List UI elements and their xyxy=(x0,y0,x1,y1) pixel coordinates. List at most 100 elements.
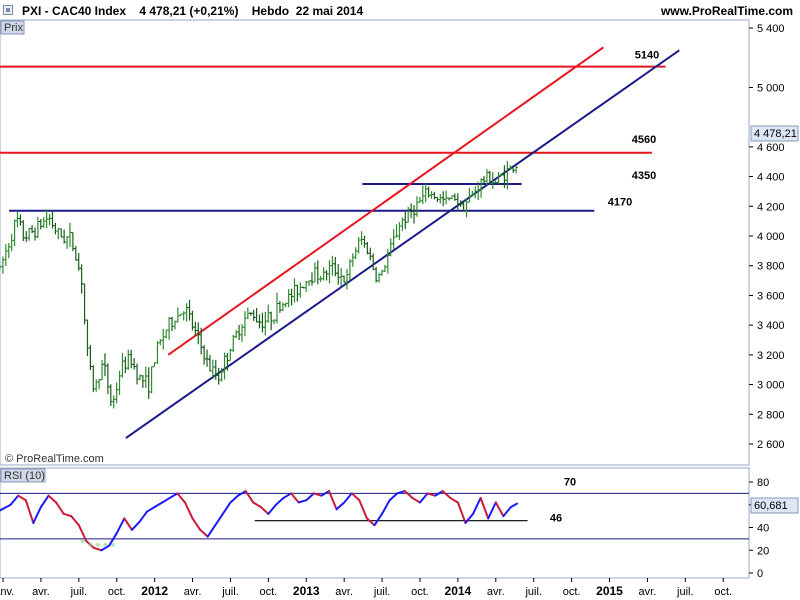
trend-line xyxy=(125,49,680,439)
x-tick-label: oct. xyxy=(259,586,277,598)
price-y-tick-label: 4 000 xyxy=(757,231,785,243)
ohlc-bar xyxy=(143,366,148,388)
rsi-segment xyxy=(70,515,80,527)
ohlc-bar xyxy=(414,196,419,217)
ohlc-bar xyxy=(73,245,78,261)
x-tick-label: juil. xyxy=(676,586,694,598)
ohlc-bar xyxy=(359,231,364,245)
ohlc-bar xyxy=(126,349,131,370)
rsi-segment xyxy=(39,494,50,509)
x-tick-label: juil. xyxy=(373,586,391,598)
rsi-segment xyxy=(418,492,429,504)
ohlc-bar xyxy=(9,233,14,252)
ohlc-bar xyxy=(114,382,119,404)
rsi-segment xyxy=(153,501,164,509)
ohlc-bar xyxy=(216,367,221,385)
rsi-segment xyxy=(396,490,406,495)
rsi-level-label: 46 xyxy=(550,513,562,525)
x-axis: janv. avr. juil. oct. 2012 avr. juil. oct. 2013 a… xyxy=(0,578,732,598)
ohlc-bar xyxy=(266,304,271,323)
ohlc-bar xyxy=(423,183,428,203)
price-y-tick-label: 4 400 xyxy=(757,172,785,184)
rsi-segment xyxy=(282,492,293,499)
ohlc-bar xyxy=(108,384,113,407)
level-label: 4560 xyxy=(632,134,656,146)
ohlc-bar xyxy=(289,288,294,306)
rsi-segment xyxy=(146,506,156,513)
price-y-tick-label: 4 600 xyxy=(757,142,785,154)
rsi-segment xyxy=(244,490,255,504)
ohlc-bar xyxy=(482,176,487,184)
ohlc-bar xyxy=(117,370,122,395)
ohlc-bar xyxy=(38,218,43,230)
price-y-tick-label: 4 200 xyxy=(757,201,785,213)
ohlc-bar xyxy=(67,222,72,247)
chart-title: PXI - CAC40 Index 4 478,21 (+0,21%) Hebd… xyxy=(22,4,364,18)
ohlc-bar xyxy=(292,278,297,303)
ohlc-bar xyxy=(111,395,116,409)
ohlc-bar xyxy=(120,352,125,378)
ohlc-bar xyxy=(339,267,344,287)
ohlc-bar xyxy=(344,269,349,290)
rsi-segment xyxy=(365,517,376,527)
x-tick-label: avr. xyxy=(639,586,657,598)
x-tick-label: oct. xyxy=(108,586,126,598)
rsi-y-tick-label: 0 xyxy=(757,568,763,580)
rsi-segment xyxy=(123,517,133,531)
ohlc-bar xyxy=(403,211,408,230)
price-y-tick-label: 5 000 xyxy=(757,82,785,94)
rsi-segment xyxy=(9,494,20,506)
ohlc-bar xyxy=(91,365,96,393)
rsi-level-label: 70 xyxy=(564,476,576,488)
rsi-segment xyxy=(32,506,42,524)
ohlc-bar xyxy=(312,262,317,283)
rsi-segment xyxy=(77,524,88,543)
rsi-lines xyxy=(0,490,749,552)
ohlc-bar xyxy=(94,379,99,392)
ohlc-bar xyxy=(149,366,154,394)
rsi-segment xyxy=(403,490,414,499)
ohlc-bar xyxy=(0,256,5,274)
ohlc-bar xyxy=(429,191,434,199)
rsi-y-tick-label: 40 xyxy=(757,523,769,535)
ohlc-bar xyxy=(368,247,373,261)
rsi-segment xyxy=(199,528,209,538)
ohlc-bar xyxy=(257,314,262,329)
x-tick-label: oct. xyxy=(563,586,581,598)
ohlc-bar xyxy=(85,319,90,357)
rsi-segment xyxy=(130,520,141,531)
ohlc-bar xyxy=(484,169,489,186)
ohlc-bar xyxy=(455,193,460,212)
ohlc-bar xyxy=(251,309,256,322)
rsi-current-badge xyxy=(750,497,799,514)
rsi-oversold-mark xyxy=(103,542,108,547)
ohlc-bar xyxy=(277,301,282,313)
rsi-segment xyxy=(297,499,308,504)
ohlc-bar xyxy=(444,190,449,205)
rsi-segment xyxy=(305,492,315,502)
x-tick-label: avr. xyxy=(335,586,353,598)
rsi-segment xyxy=(358,499,368,520)
ohlc-bar xyxy=(53,222,58,235)
rsi-segment xyxy=(509,502,519,509)
ohlc-bar xyxy=(263,311,268,336)
ohlc-bar xyxy=(35,216,40,239)
ohlc-bar xyxy=(27,228,32,241)
ohlc-bar xyxy=(3,244,8,266)
ohlc-bar xyxy=(56,227,61,240)
ohlc-bar xyxy=(336,264,341,285)
copyright: © ProRealTime.com xyxy=(5,453,104,465)
price-axis: 2 600 2 800 3 000 3 200 3 400 3 600 3 800 4 000… xyxy=(749,23,785,451)
ohlc-bar xyxy=(187,299,192,321)
rsi-segment xyxy=(237,490,247,497)
ohlc-bar xyxy=(234,330,239,338)
rsi-oversold-mark xyxy=(95,542,100,547)
x-tick-label: juil. xyxy=(524,586,542,598)
x-tick-label: 2012 xyxy=(141,584,168,598)
rsi-segment xyxy=(274,496,285,506)
rsi-segment xyxy=(168,492,179,499)
ohlc-bar xyxy=(105,363,110,395)
rsi-segment xyxy=(229,494,240,504)
ohlc-bar xyxy=(202,345,207,365)
ohlc-bar xyxy=(170,316,175,332)
